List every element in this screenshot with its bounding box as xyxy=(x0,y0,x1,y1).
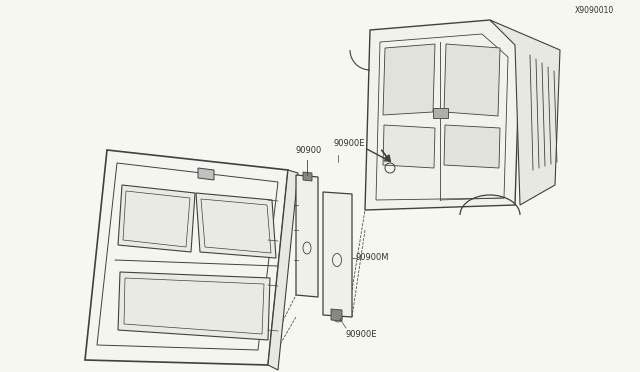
Polygon shape xyxy=(196,193,276,258)
Polygon shape xyxy=(490,20,560,205)
Text: 90900M: 90900M xyxy=(355,253,388,263)
Polygon shape xyxy=(331,309,342,321)
Polygon shape xyxy=(118,272,270,340)
Polygon shape xyxy=(433,108,448,118)
Polygon shape xyxy=(444,125,500,168)
Text: 90900: 90900 xyxy=(296,146,323,155)
Polygon shape xyxy=(365,20,520,210)
Polygon shape xyxy=(296,175,318,297)
Polygon shape xyxy=(383,44,435,115)
Polygon shape xyxy=(268,170,298,370)
Polygon shape xyxy=(323,192,352,317)
Polygon shape xyxy=(303,172,312,181)
Text: 90900E: 90900E xyxy=(333,139,365,148)
Polygon shape xyxy=(383,125,435,168)
Polygon shape xyxy=(198,168,214,180)
Polygon shape xyxy=(444,44,500,116)
Polygon shape xyxy=(85,150,288,365)
Text: X9090010: X9090010 xyxy=(575,6,614,15)
Text: 90900E: 90900E xyxy=(345,330,376,339)
Polygon shape xyxy=(118,185,195,252)
